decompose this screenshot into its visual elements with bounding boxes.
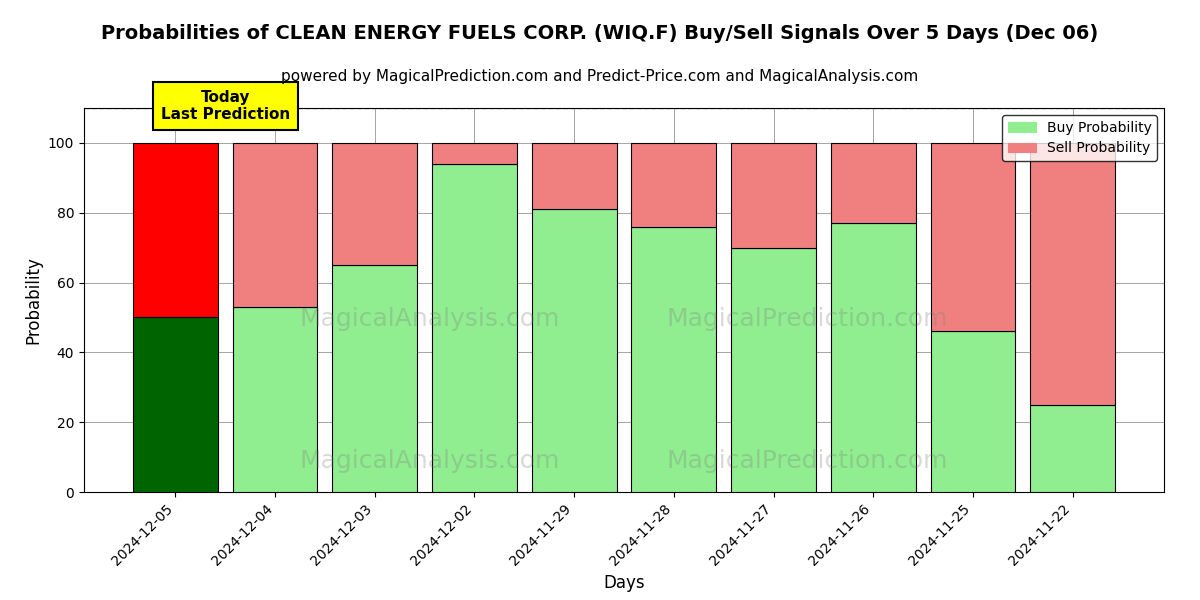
Bar bbox=[731, 143, 816, 248]
Bar bbox=[432, 143, 517, 164]
Bar bbox=[332, 143, 418, 265]
Text: MagicalAnalysis.com: MagicalAnalysis.com bbox=[300, 449, 559, 473]
Text: MagicalPrediction.com: MagicalPrediction.com bbox=[667, 307, 948, 331]
Bar bbox=[233, 143, 318, 307]
Bar bbox=[631, 227, 716, 492]
Y-axis label: Probability: Probability bbox=[24, 256, 42, 344]
Bar bbox=[1030, 143, 1115, 405]
Bar bbox=[930, 331, 1015, 492]
Bar bbox=[631, 143, 716, 227]
Text: powered by MagicalPrediction.com and Predict-Price.com and MagicalAnalysis.com: powered by MagicalPrediction.com and Pre… bbox=[281, 69, 919, 84]
Bar bbox=[930, 143, 1015, 331]
Legend: Buy Probability, Sell Probability: Buy Probability, Sell Probability bbox=[1002, 115, 1157, 161]
Bar bbox=[332, 265, 418, 492]
X-axis label: Days: Days bbox=[604, 574, 644, 592]
Bar bbox=[830, 143, 916, 223]
Bar bbox=[233, 307, 318, 492]
Bar bbox=[532, 209, 617, 492]
Text: Probabilities of CLEAN ENERGY FUELS CORP. (WIQ.F) Buy/Sell Signals Over 5 Days (: Probabilities of CLEAN ENERGY FUELS CORP… bbox=[101, 24, 1099, 43]
Bar bbox=[133, 317, 218, 492]
Text: Today
Last Prediction: Today Last Prediction bbox=[161, 89, 290, 122]
Bar bbox=[133, 143, 218, 317]
Bar bbox=[1030, 405, 1115, 492]
Bar bbox=[432, 164, 517, 492]
Bar bbox=[532, 143, 617, 209]
Bar bbox=[830, 223, 916, 492]
Text: MagicalPrediction.com: MagicalPrediction.com bbox=[667, 449, 948, 473]
Text: MagicalAnalysis.com: MagicalAnalysis.com bbox=[300, 307, 559, 331]
Bar bbox=[731, 248, 816, 492]
